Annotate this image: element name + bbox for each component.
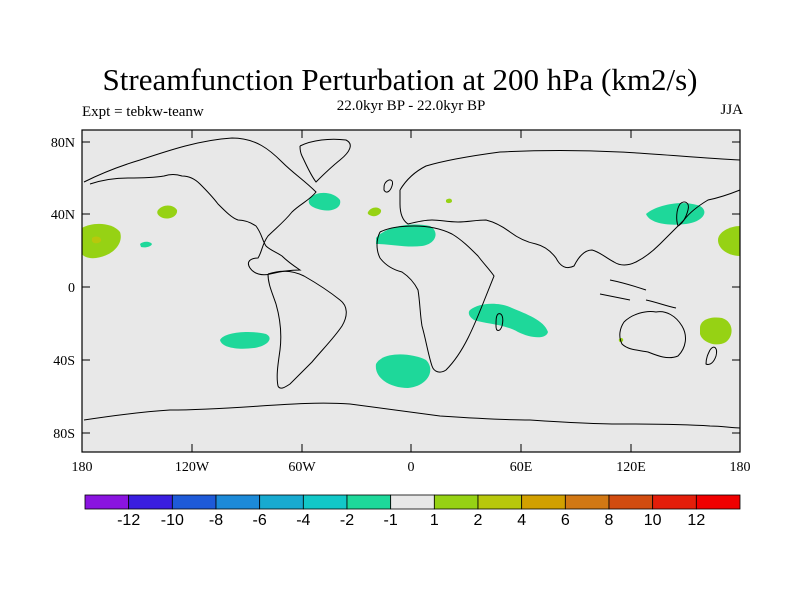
coast-eurasia: [399, 150, 741, 269]
colorbar-label-13: 12: [687, 512, 705, 529]
coast-indonesia: [599, 279, 677, 309]
anomaly-north-pacific-east-edge: [718, 226, 740, 256]
colorbar-label-8: 2: [474, 512, 483, 529]
lon-label-0: 0: [408, 460, 415, 475]
coast-uk: [383, 179, 393, 193]
coast-madagascar: [495, 313, 504, 331]
lon-axis: [191, 130, 632, 452]
anomaly-mediterranean: [446, 198, 452, 204]
coast-greenland: [299, 138, 351, 183]
coast-japan: [676, 201, 689, 227]
lat-label-0: 0: [68, 281, 75, 296]
anomaly-north-pacific-west: [82, 223, 121, 259]
lat-axis: [82, 141, 740, 434]
anomaly-north-africa: [376, 224, 436, 247]
colorbar-swatch-4: [259, 494, 304, 510]
lat-label-80s: 80S: [53, 427, 75, 442]
colorbar-label-9: 4: [517, 512, 526, 529]
lat-label-40s: 40S: [53, 354, 75, 369]
colorbar-swatch-3: [215, 494, 261, 510]
anomaly-south-pacific: [220, 332, 270, 349]
lon-label-60e: 60E: [510, 460, 533, 475]
season-label: JJA: [720, 102, 743, 118]
colorbar-label-12: 10: [644, 512, 662, 529]
plot-title: Streamfunction Perturbation at 200 hPa (…: [102, 62, 698, 97]
plot-subtitle: 22.0kyr BP - 22.0kyr BP: [336, 98, 486, 114]
colorbar-label-7: 1: [430, 512, 439, 529]
colorbar-label-4: -4: [296, 512, 310, 529]
coast-australia: [619, 311, 686, 359]
colorbar-swatch-2: [171, 494, 217, 510]
anomaly-north-pacific-center: [157, 205, 178, 219]
colorbar: -12 -10 -8 -6 -4 -2 -1 1 2 4 6 8 10 12: [84, 494, 741, 529]
anomaly-madagascar-band: [468, 303, 548, 338]
coast-africa: [376, 225, 495, 373]
coast-south-america: [267, 270, 347, 389]
lat-label-80n: 80N: [51, 136, 75, 151]
colorbar-swatch-0: [84, 494, 130, 510]
colorbar-label-5: -2: [340, 512, 354, 529]
colorbar-swatch-5: [302, 494, 348, 510]
colorbar-swatch-14: [695, 494, 741, 510]
coast-antarctica: [83, 402, 741, 429]
colorbar-swatch-6: [346, 494, 392, 510]
lon-label-120w: 120W: [175, 460, 210, 475]
lon-label-120e: 120E: [616, 460, 646, 475]
coastline-layer: [83, 137, 741, 429]
anomaly-azores: [367, 207, 382, 217]
anomaly-small-pacific: [140, 241, 152, 248]
lon-label-180-right: 180: [730, 460, 751, 475]
anomaly-pacific-inner: [92, 236, 102, 244]
anomaly-east-asia: [646, 203, 705, 225]
anomaly-north-atlantic: [308, 192, 341, 211]
colorbar-label-1: -10: [161, 512, 184, 529]
colorbar-swatch-1: [128, 494, 173, 510]
colorbar-label-3: -6: [253, 512, 267, 529]
colorbar-swatch-7: [390, 494, 435, 510]
lat-label-40n: 40N: [51, 208, 75, 223]
anomaly-south-atlantic: [375, 354, 431, 388]
colorbar-label-11: 8: [605, 512, 614, 529]
colorbar-label-10: 6: [561, 512, 570, 529]
colorbar-label-0: -12: [117, 512, 140, 529]
colorbar-swatch-12: [608, 494, 654, 510]
colorbar-label-6: -1: [384, 512, 398, 529]
colorbar-swatch-13: [652, 494, 697, 510]
colorbar-label-2: -8: [209, 512, 223, 529]
coast-new-zealand: [705, 346, 717, 365]
lon-label-60w: 60W: [288, 460, 316, 475]
lon-label-180-left: 180: [72, 460, 93, 475]
anomaly-fill-layer: [82, 192, 740, 388]
colorbar-swatch-11: [564, 494, 610, 510]
experiment-label: Expt = tebkw-teanw: [82, 104, 204, 120]
anomaly-tasman: [700, 317, 732, 345]
colorbar-swatch-8: [433, 494, 479, 510]
colorbar-swatch-10: [521, 494, 566, 510]
map-background: [82, 130, 740, 452]
coast-north-america: [83, 137, 317, 276]
colorbar-swatch-9: [477, 494, 523, 510]
